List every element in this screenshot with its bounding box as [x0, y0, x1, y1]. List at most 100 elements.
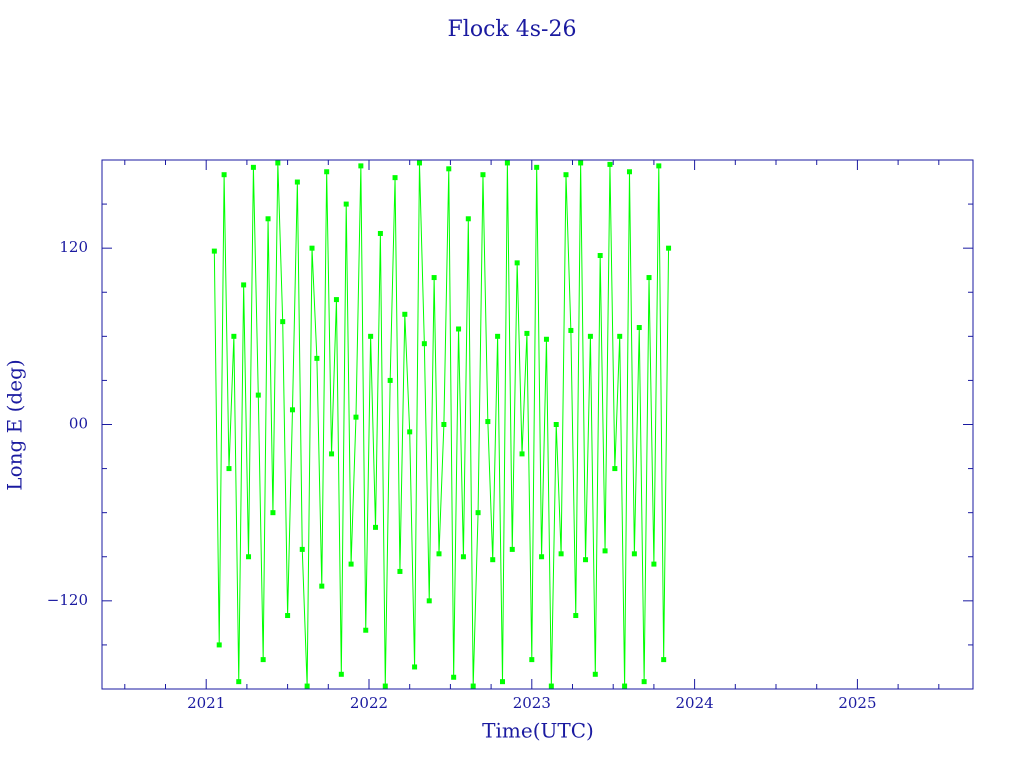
data-point: [431, 275, 437, 281]
data-point: [553, 422, 559, 427]
data-point: [358, 163, 364, 169]
data-point: [402, 311, 408, 317]
data-point: [441, 422, 447, 427]
data-point: [480, 172, 486, 178]
y-axis-label: Long E (deg): [3, 359, 27, 490]
data-point: [426, 598, 432, 604]
chart-title: Flock 4s-26: [448, 17, 577, 42]
data-point: [490, 557, 496, 563]
data-point: [602, 548, 608, 554]
data-point: [382, 683, 388, 689]
x-axis-label: Time(UTC): [482, 719, 594, 743]
data-point: [363, 627, 369, 633]
data-point: [387, 377, 393, 383]
data-point: [519, 451, 525, 457]
data-point: [412, 664, 418, 670]
data-point: [646, 275, 652, 281]
data-point: [446, 166, 452, 172]
data-point: [304, 683, 310, 689]
data-point: [241, 282, 247, 288]
data-point: [656, 163, 662, 169]
data-point: [280, 319, 286, 325]
data-point: [309, 245, 315, 251]
data-point: [221, 172, 227, 178]
data-point: [583, 557, 589, 563]
data-point: [485, 419, 491, 425]
data-point: [534, 164, 540, 170]
data-point: [617, 333, 623, 339]
data-point: [661, 657, 667, 663]
data-point: [578, 160, 584, 166]
data-point: [475, 510, 481, 516]
data-point: [373, 524, 379, 530]
data-point: [236, 679, 242, 685]
data-point: [636, 325, 642, 331]
data-point: [226, 466, 232, 472]
data-point: [529, 657, 535, 663]
data-point: [465, 216, 471, 222]
data-point: [275, 160, 281, 166]
data-point: [407, 429, 413, 435]
data-point: [558, 551, 564, 557]
data-point: [260, 657, 266, 663]
data-point: [211, 248, 217, 254]
data-point: [495, 333, 501, 339]
y-tick-label: 120: [59, 238, 88, 256]
y-tick-label: 00: [69, 415, 88, 433]
data-point: [548, 683, 554, 689]
data-point: [343, 201, 349, 207]
data-point: [324, 169, 330, 175]
data-point: [651, 561, 657, 567]
data-point: [641, 679, 647, 685]
data-point: [338, 671, 344, 677]
data-point: [514, 260, 520, 266]
data-point: [319, 583, 325, 589]
data-point: [294, 179, 300, 185]
data-point: [314, 355, 320, 361]
data-point: [250, 164, 256, 170]
data-point: [509, 546, 515, 552]
data-line: [213, 162, 670, 687]
data-point: [573, 613, 579, 619]
data-point: [597, 253, 603, 259]
data-point: [543, 336, 549, 342]
data-point: [255, 392, 261, 398]
data-point: [612, 466, 618, 472]
data-point: [289, 407, 295, 413]
data-point: [592, 671, 598, 677]
data-point: [563, 172, 569, 178]
data-point: [270, 510, 276, 516]
data-point: [348, 561, 354, 567]
data-point: [265, 216, 271, 222]
data-point: [470, 683, 476, 689]
data-point: [626, 169, 632, 175]
data-point: [451, 674, 457, 680]
data-point: [587, 333, 593, 339]
data-point: [524, 330, 530, 336]
data-point: [622, 683, 628, 689]
data-point: [436, 551, 442, 557]
data-point: [333, 297, 339, 303]
data-point: [231, 333, 237, 339]
data-point: [607, 161, 613, 167]
data-point: [460, 554, 466, 560]
data-point: [416, 160, 422, 166]
data-point: [397, 568, 403, 574]
data-point: [299, 546, 305, 552]
data-point: [246, 554, 252, 560]
data-point: [392, 175, 398, 181]
data-point: [539, 554, 545, 560]
data-point: [329, 451, 335, 457]
data-point: [368, 333, 374, 339]
data-point: [216, 642, 222, 648]
data-point: [499, 679, 505, 685]
data-point: [456, 326, 462, 332]
data-point: [666, 245, 672, 251]
data-point: [631, 551, 637, 557]
x-tick-label: 2021: [187, 694, 225, 712]
data-point: [568, 327, 574, 333]
x-tick-label: 2025: [838, 694, 876, 712]
y-tick-label: −120: [47, 591, 88, 609]
data-point: [285, 613, 291, 619]
